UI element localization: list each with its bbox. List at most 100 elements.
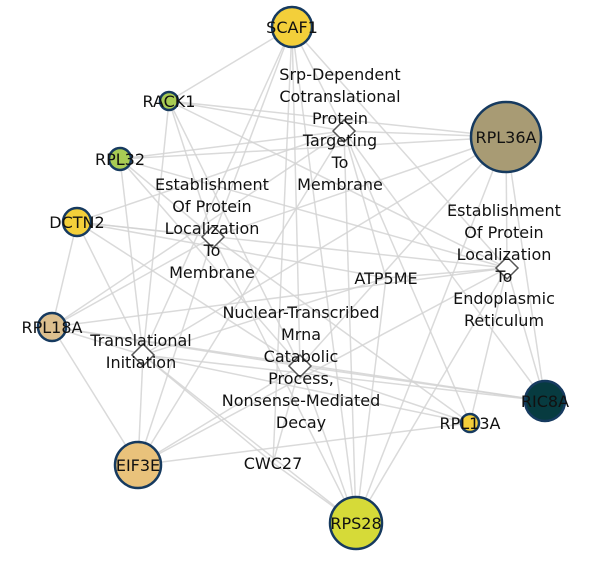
edge-ric8a-transl bbox=[142, 354, 546, 402]
term-label-line: Establishment bbox=[447, 201, 561, 220]
gene-node-dctn2[interactable] bbox=[61, 206, 93, 238]
term-label-line: Nonsense-Mediated bbox=[222, 391, 381, 410]
edge-scaf1-nmd bbox=[291, 26, 301, 367]
term-label-est-er: Establishment Of Protein Localization To End… bbox=[447, 201, 561, 330]
edge-atp5me-srp bbox=[343, 130, 387, 279]
term-label-line: Endoplasmic bbox=[453, 289, 555, 308]
edge-rps28-est_mem bbox=[212, 236, 357, 524]
edge-scaf1-rack1 bbox=[168, 26, 293, 102]
edge-rpl32-rpl36a bbox=[119, 136, 507, 160]
gene-label-rpl18a: RPL18A bbox=[22, 318, 83, 337]
edge-rpl32-nmd bbox=[119, 158, 301, 367]
gene-label-rack1: RACK1 bbox=[143, 92, 196, 111]
term-label-transl: Translational Initiation bbox=[89, 331, 191, 372]
edge-atp5me-est_er bbox=[385, 267, 508, 279]
term-label-line: Cotranslational bbox=[279, 87, 400, 106]
edge-rpl13a-est_mem bbox=[212, 236, 471, 424]
label-layer: Srp-Dependent Cotranslational Protein Targe… bbox=[22, 18, 570, 533]
gene-node-rps28[interactable] bbox=[328, 495, 384, 551]
gene-node-rpl32[interactable] bbox=[107, 146, 133, 172]
term-node-nmd[interactable] bbox=[287, 353, 313, 379]
term-node-est-er[interactable] bbox=[494, 255, 520, 281]
gene-label-cwc27: CWC27 bbox=[244, 454, 303, 473]
term-label-line: Srp-Dependent bbox=[279, 65, 400, 84]
edge-rpl18a-srp bbox=[51, 130, 345, 328]
edge-rpl32-srp bbox=[119, 130, 345, 160]
edge-atp5me-rps28 bbox=[355, 277, 387, 524]
edge-dctn2-srp bbox=[76, 130, 345, 223]
gene-label-dctn2: DCTN2 bbox=[49, 213, 104, 232]
edge-rpl13a-transl bbox=[142, 354, 471, 424]
edge-rpl36a-transl bbox=[142, 136, 507, 356]
edge-rack1-transl bbox=[142, 100, 170, 356]
edge-rpl18a-est_mem bbox=[51, 236, 214, 328]
edge-ric8a-rpl36a bbox=[505, 136, 546, 402]
term-label-line: To bbox=[203, 241, 221, 260]
edge-ric8a-srp bbox=[343, 130, 546, 402]
edge-eif3e-est_er bbox=[137, 267, 508, 466]
edge-eif3e-srp bbox=[137, 130, 345, 466]
edge-atp5me-transl bbox=[142, 277, 387, 356]
edge-rack1-est_er bbox=[168, 100, 508, 269]
gene-label-rpl13a: RPL13A bbox=[440, 414, 501, 433]
edge-rps28-nmd bbox=[299, 365, 357, 524]
edge-scaf1-rps28 bbox=[291, 26, 357, 524]
gene-label-rpl32: RPL32 bbox=[95, 150, 145, 169]
gene-node-rack1[interactable] bbox=[158, 90, 180, 112]
gene-node-rpl13a[interactable] bbox=[459, 412, 481, 434]
term-label-line: Targeting bbox=[302, 131, 377, 150]
term-label-line: Initiation bbox=[106, 353, 176, 372]
term-label-line: Reticulum bbox=[464, 311, 544, 330]
term-label-line: Of Protein bbox=[172, 197, 251, 216]
edge-rack1-srp bbox=[168, 100, 345, 132]
gene-label-atp5me: ATP5ME bbox=[354, 269, 417, 288]
edge-cwc27-scaf1 bbox=[272, 26, 293, 464]
gene-node-scaf1[interactable] bbox=[270, 5, 314, 49]
edge-layer bbox=[51, 26, 546, 524]
edge-rpl32-est_mem bbox=[119, 158, 214, 238]
term-node-layer bbox=[130, 118, 520, 379]
term-label-nmd: Nuclear-Transcribed Mrna Catabolic Process,… bbox=[222, 303, 381, 432]
edge-rpl18a-transl bbox=[51, 326, 144, 356]
gene-label-ric8a: RIC8A bbox=[521, 392, 569, 411]
term-node-srp[interactable] bbox=[331, 118, 357, 144]
term-label-line: Mrna bbox=[281, 325, 321, 344]
gene-node-ric8a[interactable] bbox=[523, 379, 567, 423]
edge-dctn2-est_er bbox=[76, 221, 508, 269]
edge-rps28-rpl36a bbox=[355, 136, 507, 524]
edge-rps28-transl bbox=[142, 354, 357, 524]
term-node-transl[interactable] bbox=[130, 342, 156, 368]
term-label-line: Establishment bbox=[155, 175, 269, 194]
edge-ric8a-est_er bbox=[506, 267, 546, 402]
edge-rack1-rpl36a bbox=[168, 100, 507, 138]
edge-eif3e-rpl13a bbox=[137, 422, 471, 466]
edge-dctn2-nmd bbox=[76, 221, 301, 367]
edge-scaf1-est_mem bbox=[212, 26, 293, 238]
term-label-line: To bbox=[495, 267, 513, 286]
gene-label-rpl36a: RPL36A bbox=[476, 128, 537, 147]
term-node-est-mem[interactable] bbox=[200, 224, 226, 250]
term-label-line: Membrane bbox=[169, 263, 255, 282]
edge-ric8a-nmd bbox=[299, 365, 546, 402]
term-label-line: Process, bbox=[268, 369, 334, 388]
term-label-line: Of Protein bbox=[464, 223, 543, 242]
gene-node-rpl36a[interactable] bbox=[469, 100, 543, 174]
term-label-line: Localization bbox=[457, 245, 552, 264]
edge-rpl36a-nmd bbox=[299, 136, 507, 367]
term-label-line: Nuclear-Transcribed bbox=[222, 303, 379, 322]
gene-label-eif3e: EIF3E bbox=[116, 456, 160, 475]
edge-dctn2-rpl18a bbox=[51, 221, 78, 328]
edge-cwc27-transl bbox=[142, 354, 274, 464]
term-label-line: Membrane bbox=[297, 175, 383, 194]
gene-node-eif3e[interactable] bbox=[113, 440, 163, 490]
term-label-srp: Srp-Dependent Cotranslational Protein Targe… bbox=[279, 65, 400, 194]
edge-rps28-srp bbox=[343, 130, 357, 524]
edge-rpl32-est_er bbox=[119, 158, 508, 269]
term-label-line: Translational bbox=[89, 331, 191, 350]
term-label-line: Decay bbox=[276, 413, 326, 432]
gene-node-rpl18a[interactable] bbox=[36, 311, 68, 343]
term-label-est-mem: Establishment Of Protein Localization To Mem… bbox=[155, 175, 269, 282]
term-label-line: Localization bbox=[165, 219, 260, 238]
edge-rpl13a-est_er bbox=[469, 267, 508, 424]
